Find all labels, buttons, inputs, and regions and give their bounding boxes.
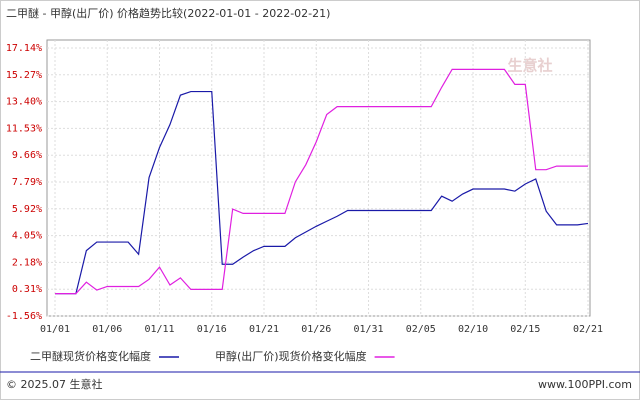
footer-left: © 2025.07 生意社 xyxy=(6,377,102,391)
footer-right: www.100PPI.com xyxy=(538,378,632,391)
y-tick-label: -1.56% xyxy=(6,311,42,322)
y-tick-label: 15.27% xyxy=(6,70,42,81)
x-tick-label: 02/15 xyxy=(510,324,540,335)
legend-label: 二甲醚现货价格变化幅度 xyxy=(30,349,151,363)
y-tick-label: 11.53% xyxy=(6,123,42,134)
x-tick-label: 01/31 xyxy=(353,324,383,335)
y-tick-label: 5.92% xyxy=(12,204,42,215)
x-tick-label: 01/16 xyxy=(197,324,227,335)
y-tick-label: 17.14% xyxy=(6,43,42,54)
series-line xyxy=(55,68,588,295)
y-tick-label: 4.05% xyxy=(12,231,42,242)
x-tick-label: 01/11 xyxy=(144,324,174,335)
x-tick-label: 01/01 xyxy=(40,324,70,335)
chart-title: 二甲醚 - 甲醇(出厂价) 价格趋势比较(2022-01-01 - 2022-0… xyxy=(6,6,330,20)
x-tick-label: 02/05 xyxy=(406,324,436,335)
x-tick-label: 01/21 xyxy=(249,324,279,335)
x-tick-label: 02/21 xyxy=(573,324,603,335)
y-tick-label: 9.66% xyxy=(12,150,42,161)
y-tick-label: 7.79% xyxy=(12,177,42,188)
y-tick-label: 2.18% xyxy=(12,257,42,268)
watermark: 生意社 xyxy=(507,57,552,75)
x-tick-label: 01/06 xyxy=(92,324,122,335)
plot-area xyxy=(46,39,591,317)
x-tick-label: 01/26 xyxy=(301,324,331,335)
y-tick-label: 13.40% xyxy=(6,97,42,108)
legend-label: 甲醇(出厂价)现货价格变化幅度 xyxy=(215,349,367,363)
y-tick-label: 0.31% xyxy=(12,284,42,295)
series-line xyxy=(55,90,589,295)
x-tick-label: 02/10 xyxy=(458,324,488,335)
